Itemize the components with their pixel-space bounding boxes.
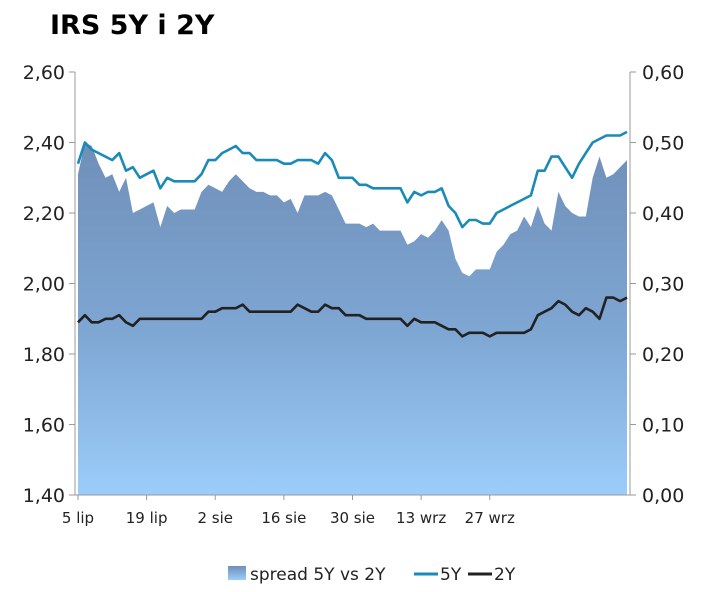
left-tick-label: 1,60 bbox=[23, 415, 65, 437]
right-tick-label: 0,00 bbox=[642, 485, 684, 507]
chart-title: IRS 5Y i 2Y bbox=[50, 10, 215, 41]
x-tick-label: 30 sie bbox=[330, 509, 375, 527]
right-tick-label: 0,60 bbox=[642, 62, 684, 84]
left-tick-label: 2,20 bbox=[23, 203, 65, 225]
series-spread-area bbox=[78, 142, 627, 495]
right-tick-label: 0,10 bbox=[642, 415, 684, 437]
series-5y-line bbox=[76, 130, 628, 229]
legend: spread 5Y vs 2Y 5Y 2Y bbox=[228, 565, 516, 585]
area-layer bbox=[78, 142, 627, 495]
left-tick-label: 2,60 bbox=[23, 62, 65, 84]
left-tick-label: 2,00 bbox=[23, 274, 65, 296]
left-tick-label: 1,80 bbox=[23, 344, 65, 366]
legend-label-5y: 5Y bbox=[440, 565, 462, 585]
x-tick-label: 19 lip bbox=[126, 509, 168, 527]
x-tick-label: 13 wrz bbox=[396, 509, 446, 527]
left-tick-label: 1,40 bbox=[23, 485, 65, 507]
right-tick-label: 0,40 bbox=[642, 203, 684, 225]
axis-layer: 1,40 1,60 1,80 2,00 2,20 2,40 2,60 0,00 0,10 0,20… bbox=[23, 62, 685, 527]
series-2y-line bbox=[77, 296, 628, 338]
legend-swatch-spread bbox=[228, 566, 246, 580]
legend-label-spread: spread 5Y vs 2Y bbox=[250, 565, 386, 585]
x-tick-label: 27 wrz bbox=[465, 509, 515, 527]
x-tick-label: 2 sie bbox=[197, 509, 233, 527]
right-tick-label: 0,20 bbox=[642, 344, 684, 366]
x-tick-label: 5 lip bbox=[62, 509, 94, 527]
legend-label-2y: 2Y bbox=[494, 565, 516, 585]
right-tick-label: 0,30 bbox=[642, 274, 684, 296]
line-layer bbox=[76, 130, 628, 338]
left-tick-label: 2,40 bbox=[23, 133, 65, 155]
right-tick-label: 0,50 bbox=[642, 133, 684, 155]
x-tick-label: 16 sie bbox=[261, 509, 306, 527]
